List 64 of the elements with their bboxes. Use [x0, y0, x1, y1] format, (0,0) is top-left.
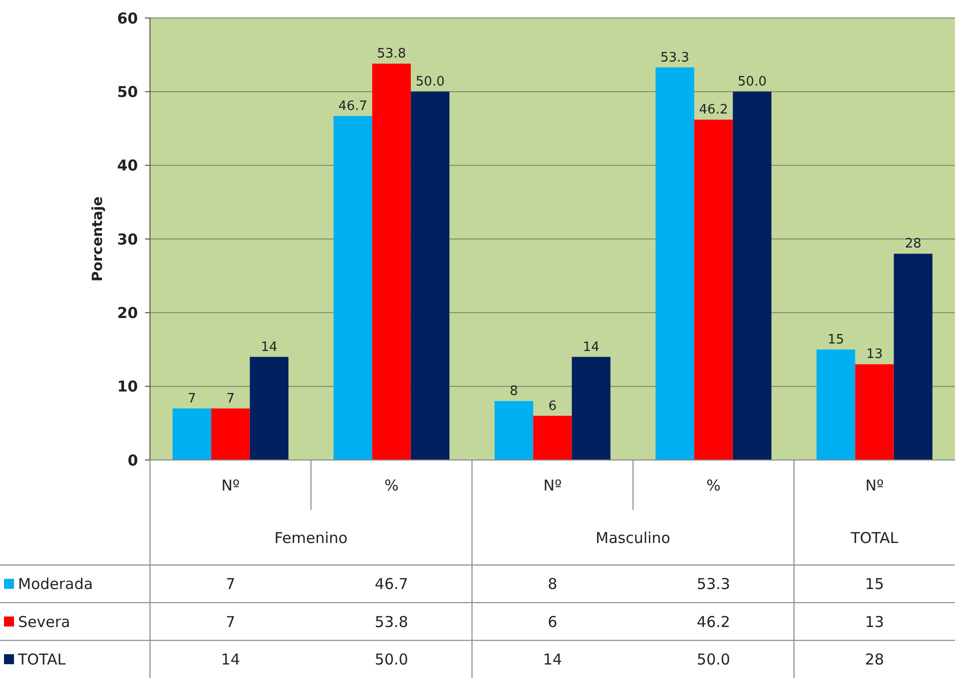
x-tick-label: Nº	[221, 476, 240, 494]
y-tick-label: 60	[117, 9, 138, 28]
bar	[533, 416, 572, 460]
data-label: 15	[864, 575, 884, 594]
data-label: 7	[226, 575, 236, 594]
text: 13	[866, 347, 883, 362]
data-label: 8	[548, 575, 558, 594]
bar	[656, 67, 694, 460]
bar	[410, 92, 450, 460]
text: 53.3	[660, 50, 690, 66]
y-tick-label: 0	[128, 451, 138, 470]
data-label: 46.2	[696, 612, 730, 631]
text: 14	[260, 340, 278, 355]
bar	[250, 356, 288, 460]
text: 14	[582, 340, 600, 355]
data-label: 50.0	[696, 650, 730, 668]
text: 7	[226, 391, 235, 406]
y-tick-label: 50	[117, 82, 138, 101]
data-label: 7	[226, 612, 236, 631]
x-tick-label: %	[384, 476, 399, 494]
bar	[732, 92, 772, 460]
data-label: 14	[542, 650, 562, 668]
y-tick-label: 30	[117, 230, 138, 248]
bar	[334, 116, 372, 460]
text: 46.2	[699, 102, 728, 118]
x-tick-label: %	[706, 476, 721, 494]
bar	[211, 408, 250, 460]
legend-label: TOTAL	[17, 650, 66, 668]
bar	[494, 401, 534, 460]
legend-label: Severa	[18, 612, 70, 631]
text: 46.7	[338, 98, 368, 114]
data-label: 6	[548, 612, 558, 631]
text: 50.0	[416, 74, 445, 90]
y-tick-label: 40	[117, 156, 138, 175]
data-label: 14	[220, 650, 240, 668]
data-label: 13	[864, 612, 884, 631]
text: Femenino	[274, 528, 348, 547]
bar	[694, 120, 733, 460]
x-tick-label: Nº	[543, 476, 562, 494]
bar	[855, 364, 894, 460]
text: Masculino	[596, 528, 670, 547]
bar	[894, 254, 932, 460]
y-axis-title: Porcentaje	[90, 196, 106, 282]
bar	[372, 64, 411, 460]
x-tick-label: Nº	[865, 476, 884, 494]
data-label: 46.7	[374, 575, 408, 594]
text: 7	[188, 391, 196, 406]
text: 15	[828, 332, 844, 348]
text: 6	[548, 398, 557, 414]
text: TOTAL	[850, 528, 899, 547]
y-tick-label: 10	[117, 378, 138, 396]
bar	[816, 350, 856, 460]
bar	[572, 356, 610, 460]
text: 28	[904, 236, 922, 252]
bar	[172, 408, 212, 460]
data-label: 53.3	[696, 575, 730, 594]
data-label: 28	[864, 650, 884, 668]
data-label: 53.8	[374, 612, 408, 631]
data-label: 50.0	[374, 650, 408, 668]
text: 53.8	[377, 46, 406, 62]
text: 50.0	[738, 74, 767, 90]
legend-label: Moderada	[18, 575, 93, 594]
y-tick-label: 20	[117, 304, 138, 322]
text: 8	[510, 384, 518, 400]
